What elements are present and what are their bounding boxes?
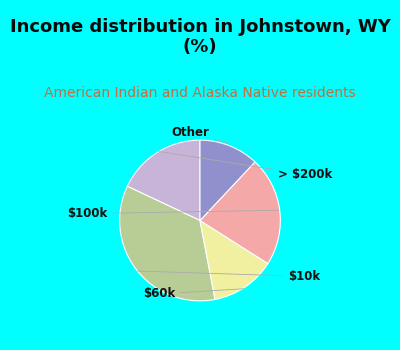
- Text: > $200k: > $200k: [159, 152, 333, 181]
- Wedge shape: [200, 162, 280, 264]
- Wedge shape: [200, 220, 268, 300]
- Text: Other: Other: [171, 126, 228, 143]
- Wedge shape: [200, 140, 255, 220]
- Text: American Indian and Alaska Native residents: American Indian and Alaska Native reside…: [44, 86, 356, 100]
- Text: $100k: $100k: [67, 207, 279, 220]
- Text: Income distribution in Johnstown, WY
(%): Income distribution in Johnstown, WY (%): [10, 18, 390, 56]
- Text: $60k: $60k: [143, 287, 244, 301]
- Wedge shape: [127, 140, 200, 220]
- Text: $10k: $10k: [138, 270, 320, 283]
- Wedge shape: [120, 186, 215, 301]
